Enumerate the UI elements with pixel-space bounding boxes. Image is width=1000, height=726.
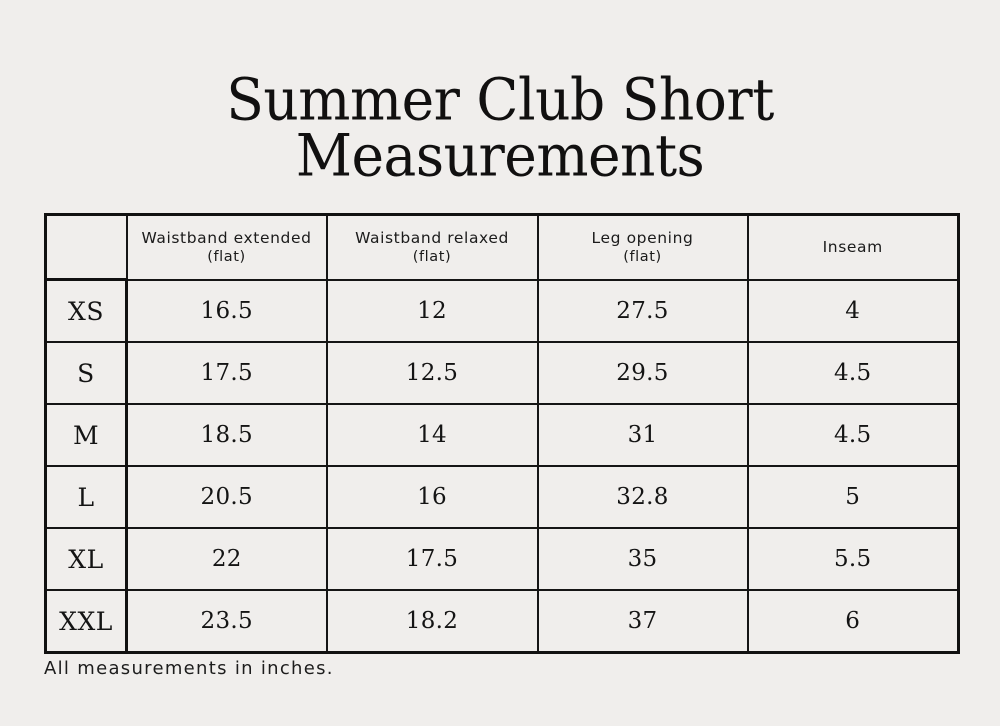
cell-waistband-relaxed: 14 [326, 404, 539, 467]
table-header-label-inseam: Inseam [822, 237, 883, 256]
table-row: L 20.5 16 32.8 5 [45, 466, 959, 529]
cell-inseam: 5.5 [747, 528, 959, 591]
cell-waistband-relaxed: 16 [326, 466, 539, 529]
cell-size: S [45, 342, 128, 405]
cell-waistband-relaxed: 12.5 [326, 342, 539, 405]
table-body: XS 16.5 12 27.5 4 S 17.5 12.5 29.5 4.5 M… [45, 279, 959, 653]
cell-leg-opening: 37 [537, 590, 749, 653]
table-header-cell-leg-opening: Leg opening (flat) [537, 214, 749, 281]
cell-waistband-extended: 18.5 [126, 404, 328, 467]
cell-leg-opening: 27.5 [537, 279, 749, 343]
cell-leg-opening: 35 [537, 528, 749, 591]
page-title: Summer Club Short Measurements [0, 65, 1000, 190]
table-header-label-waistband-relaxed: Waistband relaxed [355, 228, 509, 247]
cell-size: L [45, 466, 128, 529]
table-row: XS 16.5 12 27.5 4 [45, 279, 959, 343]
cell-waistband-relaxed: 18.2 [326, 590, 539, 653]
page-title-line-2: Measurements [295, 121, 705, 190]
cell-leg-opening: 31 [537, 404, 749, 467]
cell-waistband-extended: 23.5 [126, 590, 328, 653]
table-header-sublabel-leg-opening: (flat) [623, 248, 662, 265]
table-row: M 18.5 14 31 4.5 [45, 404, 959, 467]
table-row: S 17.5 12.5 29.5 4.5 [45, 342, 959, 405]
cell-size: XL [45, 528, 128, 591]
table-header-sublabel-waistband-relaxed: (flat) [412, 248, 452, 265]
table-header-sublabel-waistband-extended: (flat) [207, 248, 246, 265]
table-header-cell-waistband-extended: Waistband extended (flat) [126, 214, 328, 281]
cell-waistband-extended: 17.5 [126, 342, 328, 405]
table-header-cell-size [45, 214, 128, 281]
measurements-footnote: All measurements in inches. [44, 658, 334, 679]
table-row: XL 22 17.5 35 5.5 [45, 528, 959, 591]
measurements-table: Waistband extended (flat) Waistband rela… [44, 213, 960, 654]
measurements-table-container: Waistband extended (flat) Waistband rela… [44, 213, 960, 654]
table-row: XXL 23.5 18.2 37 6 [45, 590, 959, 653]
cell-inseam: 4.5 [747, 342, 959, 405]
table-header-label-leg-opening: Leg opening [591, 228, 694, 247]
table-header-cell-inseam: Inseam [747, 214, 959, 281]
table-header-cell-waistband-relaxed: Waistband relaxed (flat) [326, 214, 539, 281]
table-header-label-waistband-extended: Waistband extended [141, 228, 312, 247]
cell-inseam: 4.5 [747, 404, 959, 467]
cell-inseam: 6 [747, 590, 959, 653]
cell-waistband-relaxed: 17.5 [326, 528, 539, 591]
cell-waistband-extended: 16.5 [126, 279, 328, 343]
cell-size: XXL [45, 590, 128, 653]
cell-leg-opening: 29.5 [537, 342, 749, 405]
cell-waistband-relaxed: 12 [326, 279, 539, 343]
cell-leg-opening: 32.8 [537, 466, 749, 529]
cell-inseam: 4 [747, 279, 959, 343]
cell-size: M [45, 404, 128, 467]
cell-size: XS [45, 279, 128, 343]
cell-inseam: 5 [747, 466, 959, 529]
cell-waistband-extended: 20.5 [126, 466, 328, 529]
cell-waistband-extended: 22 [126, 528, 328, 591]
table-header-row: Waistband extended (flat) Waistband rela… [45, 214, 959, 281]
page-title-line-1: Summer Club Short [226, 65, 774, 134]
table-header: Waistband extended (flat) Waistband rela… [45, 214, 959, 281]
